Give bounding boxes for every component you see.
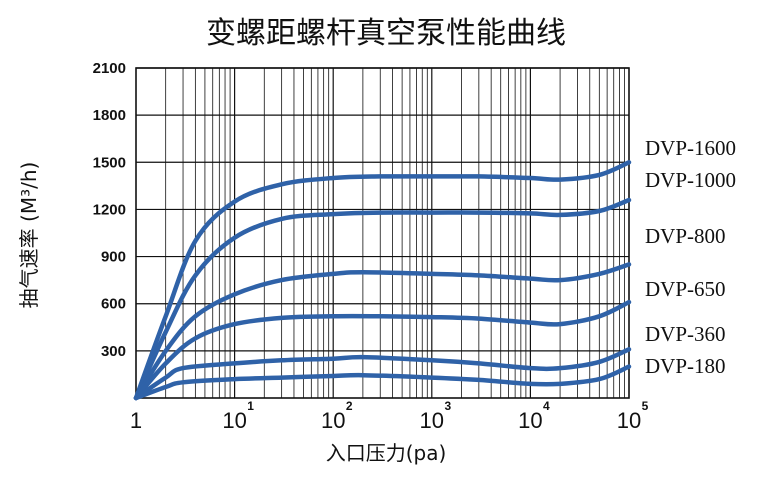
y-tick-label: 1800: [93, 107, 126, 124]
series-line-dvp-650: [133, 299, 632, 401]
series-label-dvp-1000: DVP-1000: [645, 168, 736, 192]
series-label-dvp-800: DVP-800: [645, 224, 726, 248]
series-label-dvp-180: DVP-180: [645, 354, 726, 378]
x-tick-label: 103: [420, 399, 452, 433]
series-label-dvp-360: DVP-360: [645, 322, 726, 346]
y-tick-label: 1500: [93, 154, 126, 171]
x-tick-base: 10: [321, 408, 345, 433]
y-tick-label: 1200: [93, 201, 126, 218]
series-line-dvp-180: [133, 364, 632, 401]
plot-grid: [136, 67, 629, 398]
y-tick-label: 2100: [93, 60, 126, 77]
y-tick-label: 900: [101, 249, 126, 266]
x-tick-exponent: 4: [543, 399, 550, 413]
x-tick-label: 1: [130, 408, 142, 433]
plot-frame: [135, 67, 630, 399]
x-tick-base: 1: [130, 408, 142, 433]
series-line-dvp-1600: [133, 160, 632, 401]
x-tick-exponent: 5: [642, 399, 649, 413]
x-tick-base: 10: [518, 408, 542, 433]
y-axis-label: 抽气速率 (M³/h): [17, 162, 41, 309]
x-tick-exponent: 3: [444, 399, 451, 413]
x-tick-base: 10: [617, 408, 641, 433]
series-lines: [133, 160, 632, 401]
x-tick-label: 105: [617, 399, 649, 433]
x-tick-label: 102: [321, 399, 353, 433]
series-label-dvp-1600: DVP-1600: [645, 136, 736, 160]
y-tick-label: 300: [101, 343, 126, 360]
series-line-dvp-800: [133, 262, 632, 401]
chart-title: 变螺距螺杆真空泵性能曲线: [206, 16, 566, 51]
x-axis-label: 入口压力(pa): [326, 441, 447, 465]
y-tick-label: 600: [101, 296, 126, 313]
x-tick-label: 101: [222, 399, 254, 433]
y-tick-labels: 300 600 900 1200 1500 1800 2100: [93, 60, 126, 360]
x-tick-exponent: 1: [247, 399, 254, 413]
x-tick-base: 10: [222, 408, 246, 433]
series-labels: DVP-1600 DVP-1000 DVP-800 DVP-650 DVP-360 DVP…: [645, 136, 736, 378]
x-tick-label: 104: [518, 399, 550, 433]
x-tick-exponent: 2: [346, 399, 353, 413]
series-line-dvp-360: [133, 347, 632, 401]
series-line-dvp-1000: [133, 197, 632, 401]
series-label-dvp-650: DVP-650: [645, 277, 726, 301]
x-tick-base: 10: [420, 408, 444, 433]
